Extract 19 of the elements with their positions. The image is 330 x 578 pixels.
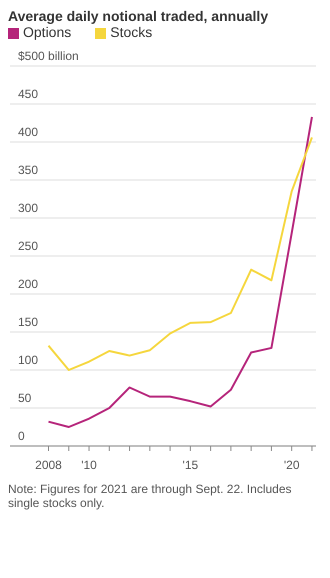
x-tick-label: '15 xyxy=(182,458,198,472)
y-tick-label: 0 xyxy=(18,429,25,443)
y-tick-label: $500 billion xyxy=(18,49,79,63)
x-tick-label: '20 xyxy=(284,458,300,472)
y-tick-label: 150 xyxy=(18,315,38,329)
y-tick-label: 100 xyxy=(18,353,38,367)
x-tick-label: 2008 xyxy=(35,458,62,472)
x-tick-label: '10 xyxy=(81,458,98,472)
y-tick-label: 450 xyxy=(18,87,38,101)
y-tick-label: 50 xyxy=(18,391,32,405)
y-tick-label: 250 xyxy=(18,239,38,253)
y-tick-label: 300 xyxy=(18,201,38,215)
y-tick-label: 350 xyxy=(18,163,38,177)
text: Note: Figures for 2021 are through Sept. 22. Includes single stocks only. xyxy=(8,482,293,510)
legend-label: Options xyxy=(23,24,72,40)
y-tick-label: 200 xyxy=(18,277,38,291)
chart-title: Average daily notional traded, annually xyxy=(8,8,270,24)
legend-label: Stocks xyxy=(110,24,152,40)
y-tick-label: 400 xyxy=(18,125,38,139)
